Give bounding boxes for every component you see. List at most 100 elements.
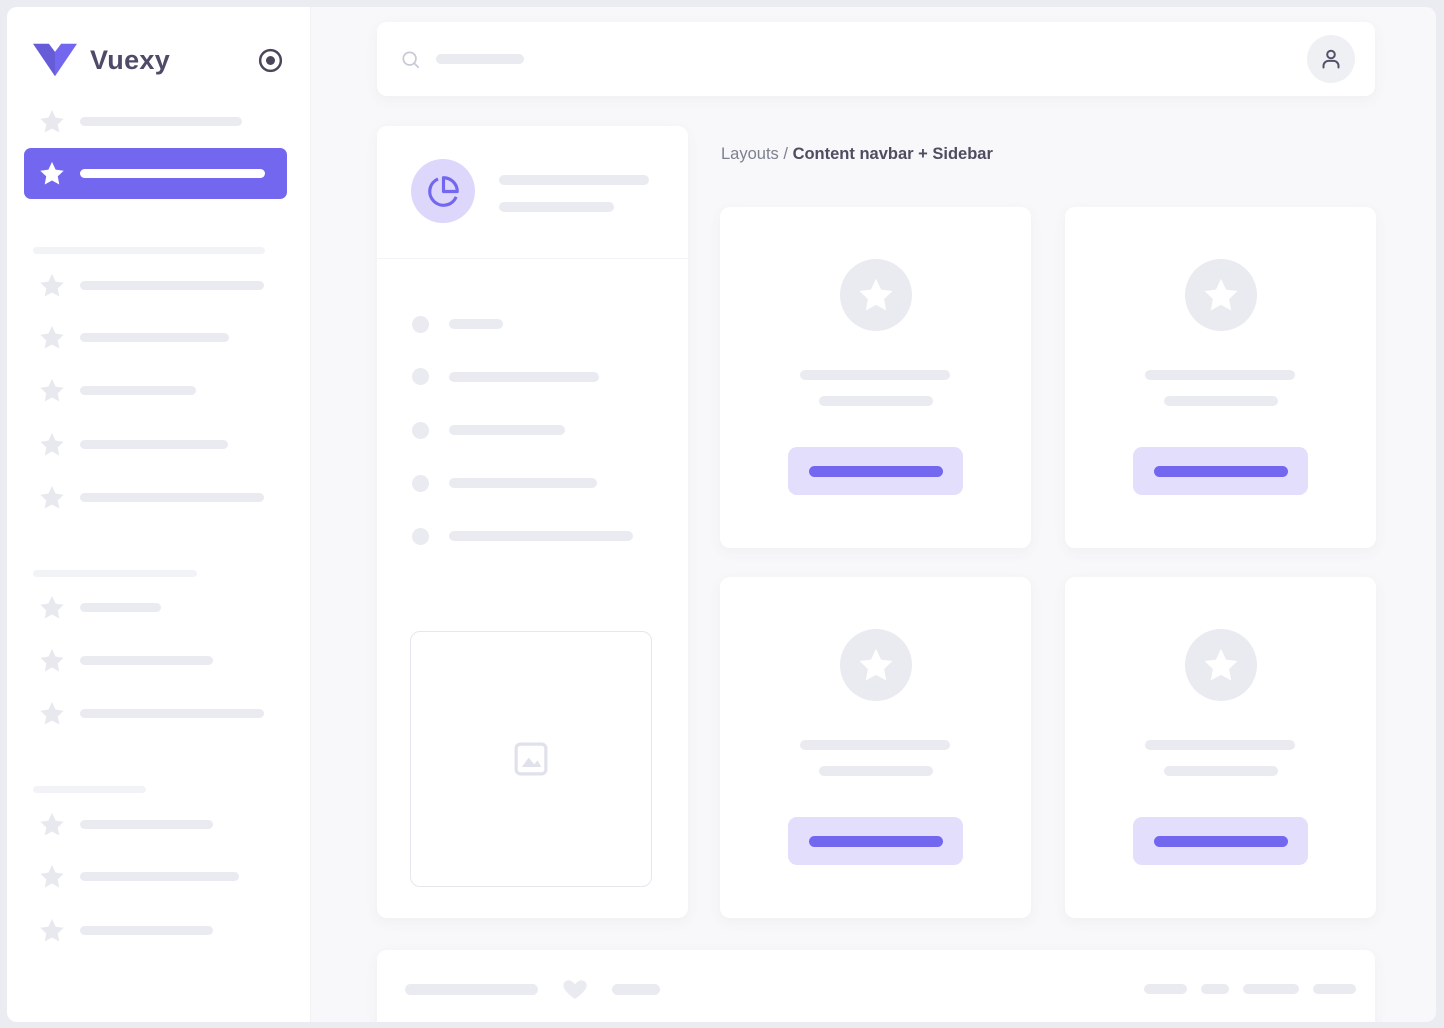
star-icon (859, 648, 892, 681)
star-icon (40, 812, 64, 836)
skeleton-bar (499, 202, 614, 212)
sidebar-item[interactable] (38, 271, 264, 299)
bullet-dot (412, 527, 429, 545)
star-icon (40, 485, 64, 509)
user-avatar-button[interactable] (1307, 35, 1355, 83)
card-action-button[interactable] (1133, 817, 1308, 865)
star-badge (839, 629, 912, 701)
sidebar-item[interactable] (38, 430, 228, 458)
star-icon (40, 432, 64, 456)
button-label-bar (808, 465, 943, 477)
skeleton-bar (1145, 740, 1295, 750)
star-badge (839, 259, 912, 331)
list-item[interactable] (412, 527, 633, 545)
star-icon (40, 325, 64, 349)
skeleton-bar (612, 983, 660, 995)
skeleton-bar (80, 169, 265, 178)
skeleton-bar (818, 396, 933, 406)
star-icon (40, 109, 64, 133)
footer (377, 950, 1375, 1022)
sidebar-item[interactable] (38, 107, 242, 135)
sidebar-section-divider (33, 570, 197, 577)
sidebar-item[interactable] (38, 700, 264, 728)
skeleton-bar (449, 531, 633, 541)
skeleton-bar (1243, 984, 1299, 994)
star-icon (40, 648, 64, 672)
app-window: Vuexy (7, 7, 1436, 1022)
button-label-bar (808, 835, 943, 847)
search-placeholder-bar (436, 54, 524, 64)
card-action-button[interactable] (788, 817, 963, 865)
sidebar-item[interactable] (38, 594, 161, 622)
bullet-dot (412, 315, 429, 333)
sidebar-section-divider (33, 247, 265, 254)
star-icon (859, 278, 892, 311)
skeleton-bar (80, 656, 213, 665)
skeleton-bar (1144, 984, 1187, 994)
skeleton-bar (800, 740, 950, 750)
star-icon (1204, 278, 1237, 311)
sidebar-item[interactable] (38, 483, 264, 511)
sidebar-item[interactable] (38, 863, 239, 891)
top-navbar (377, 22, 1375, 96)
footer-right-group (1144, 972, 1356, 1006)
person-icon (1322, 49, 1340, 69)
skeleton-bar (80, 116, 242, 126)
skeleton-bar (800, 370, 950, 380)
star-icon (40, 378, 64, 402)
pie-chart-icon (427, 175, 459, 207)
skeleton-bar (818, 766, 933, 776)
breadcrumb: Layouts / Content navbar + Sidebar (721, 145, 993, 164)
image-placeholder-icon (514, 742, 548, 776)
skeleton-bar (80, 280, 264, 290)
footer-left-group (405, 972, 660, 1006)
sidebar-item[interactable] (38, 324, 229, 352)
card-action-button[interactable] (1133, 447, 1308, 495)
list-item[interactable] (412, 421, 565, 439)
button-label-bar (1153, 835, 1288, 847)
list-item[interactable] (412, 315, 503, 333)
star-badge (1184, 629, 1257, 701)
skeleton-bar (80, 925, 213, 935)
breadcrumb-separator: / (778, 145, 793, 163)
pie-chart-badge (411, 159, 475, 223)
radio-circle-toggle-icon[interactable] (257, 47, 284, 74)
card-action-button[interactable] (788, 447, 963, 495)
sidebar-item[interactable] (38, 377, 196, 405)
star-icon (40, 918, 64, 942)
brand: Vuexy (33, 38, 284, 82)
skeleton-bar (449, 478, 597, 488)
sidebar-item[interactable] (38, 647, 213, 675)
skeleton-bar (449, 371, 599, 382)
list-item[interactable] (412, 474, 597, 492)
demo-card (720, 577, 1031, 918)
sidebar: Vuexy (7, 7, 310, 1022)
bullet-dot (412, 368, 429, 385)
bullet-dot (412, 421, 429, 439)
vuexy-logo-icon (33, 43, 77, 77)
breadcrumb-parent[interactable]: Layouts (721, 145, 779, 163)
sidebar-item[interactable] (38, 810, 213, 838)
skeleton-bar (1163, 396, 1278, 406)
search-input[interactable] (400, 22, 524, 96)
sidebar-item[interactable] (38, 916, 213, 944)
skeleton-bar (1201, 984, 1229, 994)
skeleton-bar (80, 819, 213, 829)
button-label-bar (1153, 465, 1288, 477)
skeleton-bar (1163, 766, 1278, 776)
star-icon (40, 161, 64, 185)
skeleton-bar (1313, 984, 1356, 994)
skeleton-bar (80, 439, 228, 449)
image-placeholder-box (410, 631, 652, 887)
star-icon (40, 273, 64, 297)
skeleton-bar (80, 872, 239, 881)
list-item[interactable] (412, 368, 599, 385)
skeleton-bar (80, 492, 264, 502)
skeleton-bar (405, 983, 538, 995)
demo-card (720, 207, 1031, 548)
skeleton-bar (80, 603, 161, 612)
star-icon (40, 701, 64, 725)
sidebar-item-active[interactable] (24, 148, 287, 199)
star-icon (40, 595, 64, 619)
sidebar-section-divider (33, 786, 146, 793)
